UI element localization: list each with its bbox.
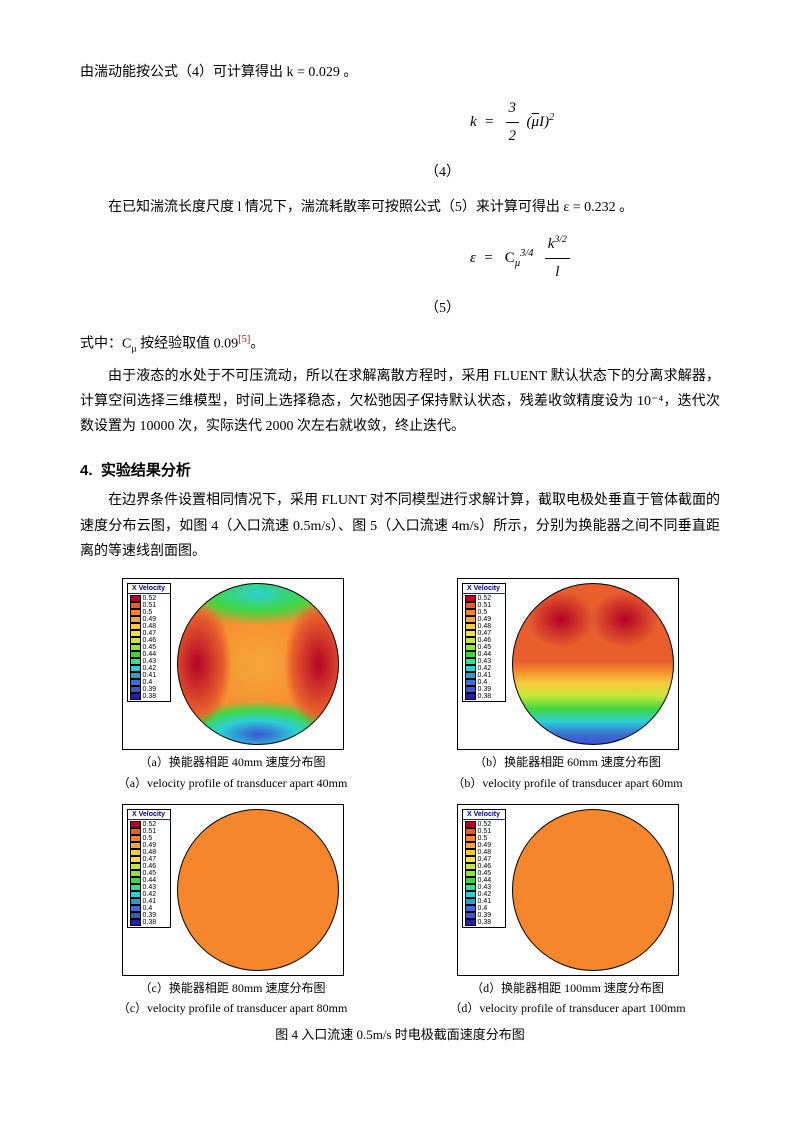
figure-4d-caption-en: （d）velocity profile of transducer apart … bbox=[415, 1000, 720, 1017]
figure-4a-panel: X Velocity 0.520.510.50.490.480.470.460.… bbox=[80, 574, 385, 792]
figure-4b-caption-en: （b）velocity profile of transducer apart … bbox=[415, 775, 720, 792]
figure-4a-contour: X Velocity 0.520.510.50.490.480.470.460.… bbox=[122, 578, 344, 750]
equation-4-num-row: （4） bbox=[80, 160, 720, 185]
figure-4a-caption-en: （a）velocity profile of transducer apart … bbox=[80, 775, 385, 792]
figure-4a-circle bbox=[177, 583, 339, 745]
equation-5-number: （5） bbox=[425, 301, 460, 316]
figure-4b-legend: X Velocity 0.520.510.50.490.480.470.460.… bbox=[462, 583, 506, 702]
figure-4c-contour: X Velocity 0.520.510.50.490.480.470.460.… bbox=[122, 804, 344, 976]
figure-4d-panel: X Velocity 0.520.510.50.490.480.470.460.… bbox=[415, 800, 720, 1018]
figure-4d-caption-cn: （d）换能器相距 100mm 速度分布图 bbox=[415, 980, 720, 997]
figure-4b-contour: X Velocity 0.520.510.50.490.480.470.460.… bbox=[457, 578, 679, 750]
figure-4a-legend: X Velocity 0.520.510.50.490.480.470.460.… bbox=[127, 583, 171, 702]
figure-4d-contour: X Velocity 0.520.510.50.490.480.470.460.… bbox=[457, 804, 679, 976]
figure-4c-circle bbox=[177, 809, 339, 971]
figure-4c-caption-en: （c）velocity profile of transducer apart … bbox=[80, 1000, 385, 1017]
figure-4-grid: X Velocity 0.520.510.50.490.480.470.460.… bbox=[80, 574, 720, 1017]
reference-5: [5] bbox=[238, 334, 250, 345]
legend-row: 0.38 bbox=[130, 919, 168, 926]
figure-4-title: 图 4 入口流速 0.5m/s 时电极截面速度分布图 bbox=[80, 1023, 720, 1046]
figure-4b-panel: X Velocity 0.520.510.50.490.480.470.460.… bbox=[415, 574, 720, 792]
paragraph-2: 在已知湍流长度尺度 l 情况下，湍流耗散率可按照公式（5）来计算可得出 ε = … bbox=[80, 195, 720, 220]
paragraph-1: 由湍动能按公式（4）可计算得出 k = 0.029 。 bbox=[80, 60, 720, 85]
equation-5-row: ε = Cμ3/4 k3/2 l bbox=[80, 231, 720, 286]
figure-4b-circle bbox=[512, 583, 674, 745]
legend-row: 0.38 bbox=[465, 693, 503, 700]
paragraph-4: 由于液态的水处于不可压流动，所以在求解离散方程时，采用 FLUENT 默认状态下… bbox=[80, 364, 720, 440]
legend-row: 0.38 bbox=[130, 693, 168, 700]
equation-5-formula: ε = Cμ3/4 k3/2 l bbox=[470, 231, 720, 286]
equation-5-num-row: （5） bbox=[80, 296, 720, 321]
equation-4-row: k = 32 (μI)2 bbox=[80, 95, 720, 150]
section-4-heading: 4. 实验结果分析 bbox=[80, 457, 720, 484]
figure-4c-panel: X Velocity 0.520.510.50.490.480.470.460.… bbox=[80, 800, 385, 1018]
paragraph-3: 式中：Cμ 按经验取值 0.09[5]。 bbox=[80, 331, 720, 358]
legend-row: 0.38 bbox=[465, 919, 503, 926]
equation-4-number: （4） bbox=[425, 165, 460, 180]
figure-4d-legend: X Velocity 0.520.510.50.490.480.470.460.… bbox=[462, 809, 506, 928]
figure-4b-caption-cn: （b）换能器相距 60mm 速度分布图 bbox=[415, 754, 720, 771]
figure-4c-caption-cn: （c）换能器相距 80mm 速度分布图 bbox=[80, 980, 385, 997]
figure-4c-legend: X Velocity 0.520.510.50.490.480.470.460.… bbox=[127, 809, 171, 928]
figure-4a-caption-cn: （a）换能器相距 40mm 速度分布图 bbox=[80, 754, 385, 771]
figure-4d-circle bbox=[512, 809, 674, 971]
equation-4-formula: k = 32 (μI)2 bbox=[470, 95, 720, 150]
paragraph-5: 在边界条件设置相同情况下，采用 FLUNT 对不同模型进行求解计算，截取电极处垂… bbox=[80, 488, 720, 564]
